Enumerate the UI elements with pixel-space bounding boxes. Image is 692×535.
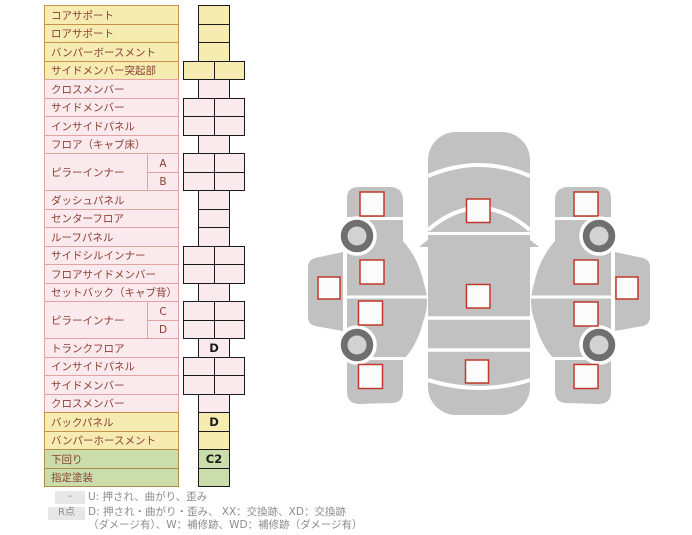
part-row-label: ルーフパネル [44,227,179,247]
damage-cell-left[interactable] [183,375,215,395]
part-row-label: クロスメンバー [44,393,179,413]
legend-line-d-cont: （ダメージ有）、W：補修跡、WD：補修跡（ダメージ有） [88,518,363,531]
damage-cell[interactable] [198,282,230,302]
left-mirror [419,235,437,247]
car-top-body [428,132,530,415]
damage-cell-trunk-floor[interactable]: D [198,338,230,358]
damage-cell[interactable] [198,134,230,154]
damage-cell-left[interactable] [183,319,215,339]
part-row-label: バンパーボースメント [44,42,179,62]
part-row-label: 下回り [44,449,179,469]
part-row-label: フロアサイドメンバー [44,264,179,284]
damage-cell-underside[interactable]: C2 [198,449,230,469]
car-left-side-view [308,187,427,404]
part-row-label: サイドメンバー [44,97,179,117]
damage-cell-right[interactable] [214,116,245,136]
damage-cell[interactable] [198,190,230,210]
damage-cell-right[interactable] [214,375,245,395]
pillar-sub-c: C [147,301,179,321]
damage-cell-left[interactable] [183,97,215,117]
left-front-hub-icon [347,226,367,246]
pillar-sub-a: A [147,153,179,173]
part-row-label: サイドメンバー突起部 [44,60,179,80]
damage-marker-hood[interactable] [465,198,491,224]
legend-line-d: D: 押され・曲がり・歪み、 XX：交換跡、XD：交換跡 [88,506,346,518]
part-row-label: インサイドパネル [44,356,179,376]
damage-cell-right[interactable] [214,153,245,173]
damage-marker-r-roof[interactable] [615,276,639,300]
part-row-label: コアサポート [44,5,179,25]
part-row-label: トランクフロア [44,338,179,358]
damage-cell[interactable] [198,467,230,487]
right-rear-hub-icon [589,335,609,355]
part-row-label: クロスメンバー [44,79,179,99]
damage-marker-rr-door[interactable] [573,301,599,327]
part-row-label: 指定塗装 [44,467,179,487]
legend-key-dash: - [55,491,85,504]
damage-marker-lr-fender[interactable] [357,363,384,390]
right-front-hub-icon [589,226,609,246]
damage-cell-right[interactable] [214,245,245,265]
damage-marker-roof[interactable] [465,283,491,309]
legend-key-rten: R点 [48,506,85,520]
damage-cell-left[interactable] [183,116,215,136]
legend-line-u: U: 押され、曲がり、歪み [88,490,208,503]
damage-cell-right[interactable] [214,171,245,191]
damage-cell-right[interactable] [214,319,245,339]
damage-cell[interactable] [198,430,230,450]
damage-cell-back-panel[interactable]: D [198,412,230,432]
damage-cell-right[interactable] [214,60,245,80]
damage-marker-rr-fender[interactable] [573,363,599,390]
damage-cell[interactable] [198,393,230,413]
part-row-label: インサイドパネル [44,116,179,136]
left-rear-hub-icon [347,335,367,355]
damage-marker-trunk[interactable] [464,359,490,384]
damage-cell-left[interactable] [183,60,215,80]
part-row-label: バックパネル [44,412,179,432]
damage-cell[interactable] [198,23,230,43]
damage-marker-rf-door[interactable] [573,259,599,285]
damage-marker-lf-fender[interactable] [359,191,385,217]
damage-cell-right[interactable] [214,301,245,321]
damage-cell-left[interactable] [183,301,215,321]
part-row-label: セットバック（キャブ背） [44,282,179,302]
part-row-label: サイドメンバー [44,375,179,395]
rear-window-arc [427,378,531,390]
part-row-label: バンパーホースメント [44,430,179,450]
part-row-label: ロアサポート [44,23,179,43]
damage-cell[interactable] [198,42,230,62]
part-row-label: センターフロア [44,208,179,228]
part-row-label: ダッシュパネル [44,190,179,210]
car-right-side-view [531,187,650,404]
damage-marker-rf-fender[interactable] [573,191,599,217]
damage-cell-left[interactable] [183,264,215,284]
front-bumper-line [427,163,531,178]
car-top-view [419,132,539,415]
damage-cell-right[interactable] [214,97,245,117]
part-row-label: フロア（キャブ床） [44,134,179,154]
pillar-sub-b: B [147,171,179,191]
damage-cell-right[interactable] [214,356,245,376]
damage-cell-left[interactable] [183,171,215,191]
part-row-label: サイドシルインナー [44,245,179,265]
damage-marker-lf-door[interactable] [359,259,385,285]
damage-cell-right[interactable] [214,264,245,284]
damage-cell[interactable] [198,79,230,99]
pillar-sub-d: D [147,319,179,339]
damage-cell[interactable] [198,227,230,247]
damage-cell[interactable] [198,5,230,25]
damage-cell[interactable] [198,208,230,228]
damage-cell-left[interactable] [183,153,215,173]
damage-marker-lr-door[interactable] [357,300,384,326]
right-mirror [521,235,539,247]
damage-cell-left[interactable] [183,245,215,265]
damage-cell-left[interactable] [183,356,215,376]
damage-marker-l-roof[interactable] [317,276,341,300]
